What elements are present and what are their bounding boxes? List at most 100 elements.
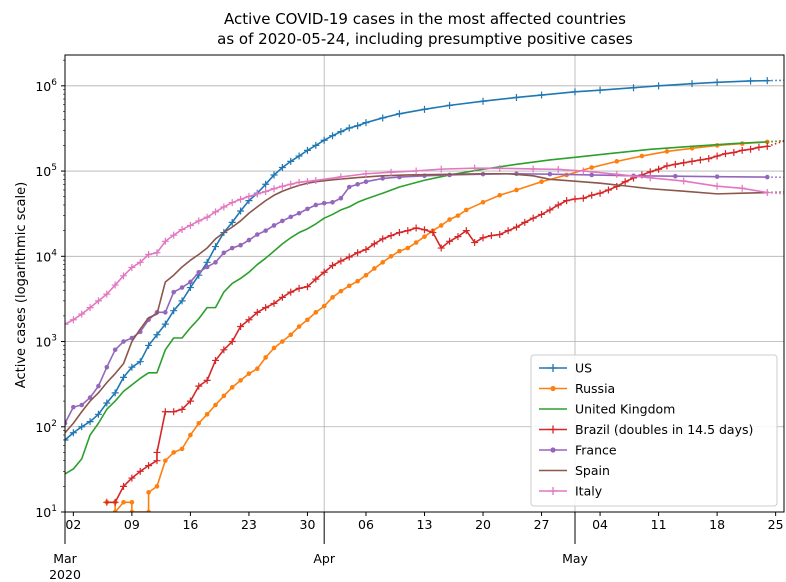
data-point: [78, 423, 86, 431]
data-point: [161, 408, 169, 416]
data-point: [538, 91, 546, 99]
data-point: [454, 233, 462, 241]
series-brazil-doubles-in-14-5-days: [103, 140, 784, 506]
data-point: [229, 245, 235, 251]
data-point: [221, 250, 227, 256]
data-point: [312, 176, 320, 184]
data-point: [512, 93, 520, 101]
legend-marker: [549, 364, 557, 372]
data-point: [370, 240, 378, 248]
data-point: [103, 290, 111, 298]
data-point: [496, 164, 504, 172]
y-tick-label: 104: [35, 248, 57, 264]
data-point: [464, 207, 469, 213]
x-tick-label: 30: [300, 517, 316, 532]
data-point: [111, 281, 119, 289]
data-point: [613, 170, 621, 178]
data-point: [204, 412, 210, 417]
data-point: [121, 339, 126, 344]
data-point: [270, 185, 278, 193]
legend[interactable]: US Russia United Kingdom Brazil (doubles in…: [530, 354, 778, 507]
data-point: [437, 165, 445, 173]
data-point: [487, 232, 495, 240]
data-point: [211, 356, 219, 364]
data-point: [278, 182, 286, 190]
data-point: [254, 232, 260, 237]
data-point: [346, 184, 352, 190]
data-point: [263, 355, 268, 360]
data-point: [128, 363, 136, 371]
series-line: [65, 141, 768, 475]
data-point: [437, 244, 445, 252]
data-point: [764, 174, 770, 180]
data-point: [254, 366, 260, 372]
data-point: [136, 258, 144, 266]
data-point: [412, 224, 420, 232]
data-point: [579, 167, 587, 175]
data-point: [596, 86, 604, 94]
data-point: [280, 339, 285, 344]
data-point: [195, 382, 203, 390]
legend-marker: [549, 425, 557, 434]
trend-line: [767, 191, 784, 195]
data-point: [412, 167, 420, 175]
legend-item-italy: Italy: [539, 484, 603, 499]
data-point: [554, 201, 562, 209]
data-point: [471, 164, 479, 172]
data-point: [479, 97, 487, 105]
legend-item-us: US: [539, 361, 592, 376]
data-point: [305, 206, 310, 212]
data-point: [171, 289, 176, 295]
data-point: [262, 180, 270, 188]
legend-marker: [549, 487, 557, 495]
data-point: [372, 266, 377, 271]
data-point: [747, 145, 755, 153]
data-point: [405, 245, 411, 251]
data-point: [738, 184, 746, 192]
data-point: [345, 124, 353, 132]
month-label: May: [562, 551, 588, 566]
data-point: [287, 157, 295, 165]
data-point: [329, 261, 337, 269]
data-point: [112, 509, 118, 512]
series-united-kingdom: [65, 139, 784, 475]
data-point: [763, 189, 771, 197]
chart-title: Active COVID-19 cases in the most affect…: [217, 10, 633, 48]
data-point: [329, 132, 337, 140]
data-point: [170, 231, 178, 239]
data-point: [186, 397, 194, 405]
data-point: [646, 174, 654, 182]
x-tick-label: 25: [768, 517, 784, 532]
data-point: [421, 226, 428, 234]
data-point: [387, 168, 395, 176]
data-point: [228, 199, 236, 207]
data-point: [303, 177, 311, 185]
data-point: [688, 80, 696, 88]
data-point: [86, 418, 94, 426]
data-point: [161, 237, 169, 245]
data-point: [413, 240, 419, 245]
y-axis-label: Active cases (logarithmic scale): [14, 182, 29, 388]
data-point: [362, 119, 370, 127]
data-point: [79, 402, 85, 408]
data-point: [263, 228, 268, 233]
data-point: [655, 165, 663, 173]
data-point: [163, 458, 168, 463]
data-point: [546, 206, 554, 214]
data-point: [271, 223, 277, 228]
data-point: [287, 288, 295, 296]
data-point: [129, 499, 135, 505]
data-point: [153, 331, 161, 339]
data-point: [128, 263, 136, 271]
legend-label: Italy: [575, 484, 603, 499]
data-point: [213, 260, 218, 265]
data-point: [547, 171, 553, 177]
data-point: [397, 248, 402, 254]
data-point: [203, 376, 211, 384]
data-point: [145, 250, 153, 258]
x-tick-label: 18: [709, 517, 725, 532]
data-point: [65, 436, 69, 444]
data-point: [312, 275, 320, 283]
y-tick-label: 106: [35, 78, 57, 94]
